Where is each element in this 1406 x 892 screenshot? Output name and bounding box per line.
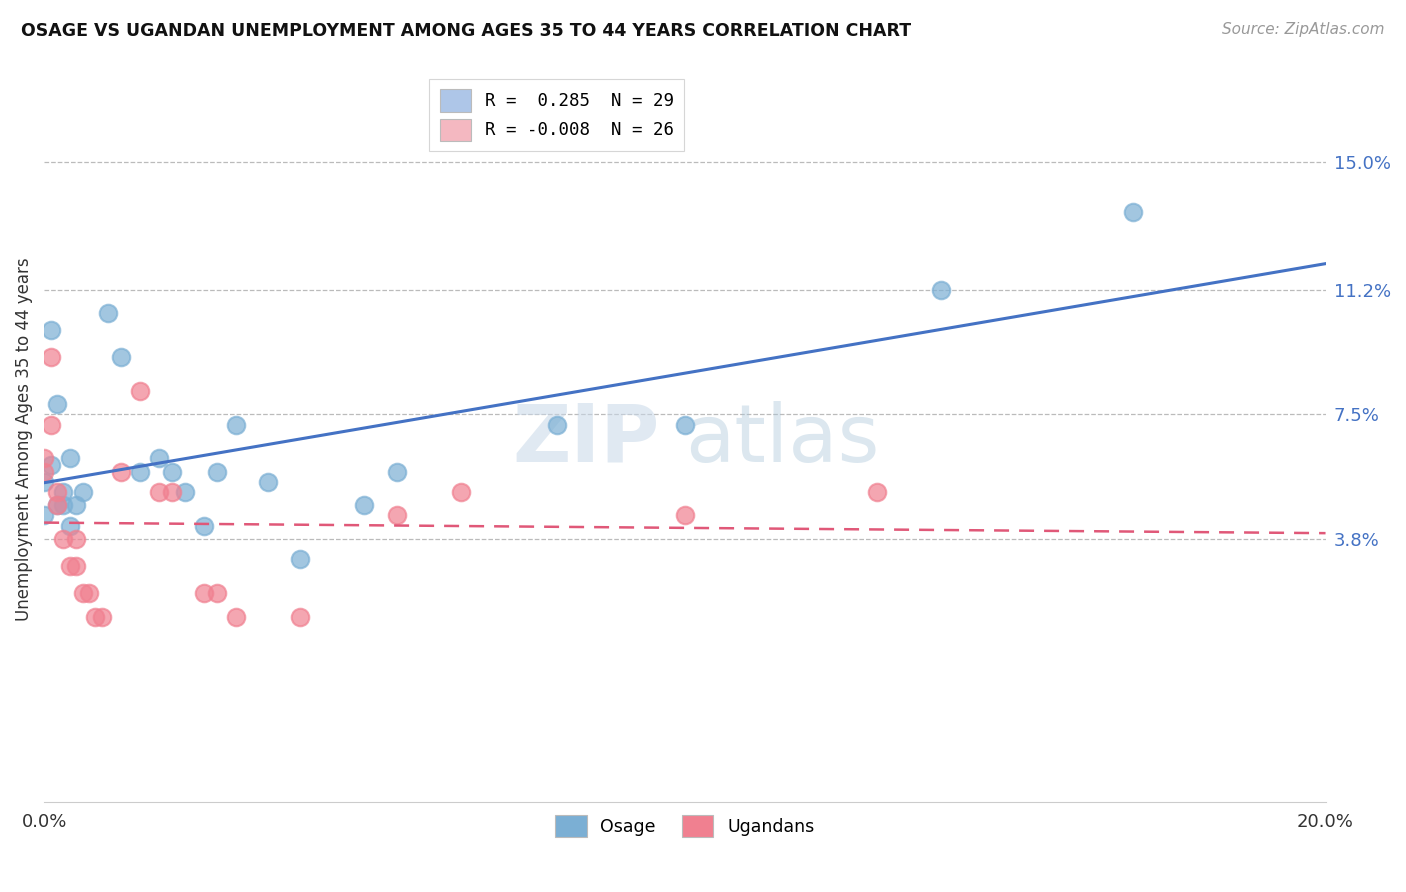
Point <box>385 508 408 523</box>
Point <box>45 484 67 499</box>
Text: atlas: atlas <box>685 401 879 479</box>
Point <box>257 475 280 489</box>
Point <box>45 499 67 513</box>
Point <box>110 465 132 479</box>
Point <box>205 465 228 479</box>
Point <box>162 484 184 499</box>
Point <box>72 586 94 600</box>
Point <box>673 508 696 523</box>
Point <box>866 484 889 499</box>
Point <box>45 499 67 513</box>
Point <box>65 499 87 513</box>
Point <box>65 559 87 574</box>
Point <box>39 417 62 432</box>
Point <box>148 451 170 466</box>
Point <box>929 283 952 297</box>
Point <box>148 484 170 499</box>
Y-axis label: Unemployment Among Ages 35 to 44 years: Unemployment Among Ages 35 to 44 years <box>15 258 32 622</box>
Point <box>205 586 228 600</box>
Point <box>129 465 152 479</box>
Point <box>110 350 132 364</box>
Point <box>32 508 55 523</box>
Point <box>39 458 62 472</box>
Point <box>290 552 312 566</box>
Point <box>290 609 312 624</box>
Legend: Osage, Ugandans: Osage, Ugandans <box>548 808 821 844</box>
Point <box>59 559 82 574</box>
Point <box>90 609 112 624</box>
Point <box>450 484 472 499</box>
Point <box>52 499 75 513</box>
Point <box>84 609 107 624</box>
Point <box>353 499 375 513</box>
Point <box>193 518 215 533</box>
Point <box>52 532 75 546</box>
Point <box>59 518 82 533</box>
Text: ZIP: ZIP <box>512 401 659 479</box>
Point <box>45 397 67 411</box>
Point <box>225 609 247 624</box>
Point <box>72 484 94 499</box>
Point <box>65 532 87 546</box>
Point <box>59 451 82 466</box>
Point <box>162 465 184 479</box>
Point <box>32 451 55 466</box>
Point <box>97 306 120 320</box>
Point <box>39 350 62 364</box>
Point <box>39 323 62 337</box>
Point <box>77 586 100 600</box>
Point <box>32 465 55 479</box>
Point <box>174 484 197 499</box>
Text: OSAGE VS UGANDAN UNEMPLOYMENT AMONG AGES 35 TO 44 YEARS CORRELATION CHART: OSAGE VS UGANDAN UNEMPLOYMENT AMONG AGES… <box>21 22 911 40</box>
Point <box>193 586 215 600</box>
Point <box>225 417 247 432</box>
Point <box>52 484 75 499</box>
Point <box>546 417 568 432</box>
Point <box>32 475 55 489</box>
Point <box>129 384 152 398</box>
Point <box>385 465 408 479</box>
Text: Source: ZipAtlas.com: Source: ZipAtlas.com <box>1222 22 1385 37</box>
Point <box>1122 205 1144 219</box>
Point <box>673 417 696 432</box>
